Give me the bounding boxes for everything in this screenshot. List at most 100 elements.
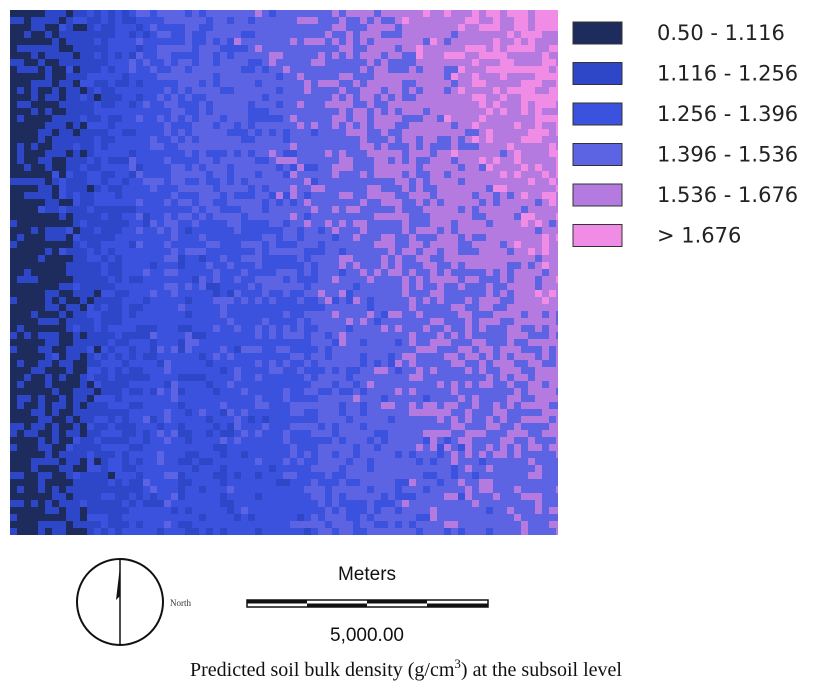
raster-cell: [283, 395, 290, 402]
raster-cell: [164, 220, 171, 227]
raster-cell: [556, 185, 558, 192]
raster-cell: [528, 164, 535, 171]
raster-cell: [17, 192, 24, 199]
raster-cell: [388, 136, 395, 143]
raster-cell: [115, 395, 122, 402]
raster-cell: [549, 360, 556, 367]
raster-cell: [479, 94, 486, 101]
raster-cell: [507, 94, 514, 101]
raster-cell: [451, 87, 458, 94]
raster-cell: [360, 486, 367, 493]
raster-cell: [402, 346, 409, 353]
raster-cell: [38, 269, 45, 276]
raster-cell: [206, 143, 213, 150]
raster-cell: [276, 38, 283, 45]
raster-cell: [507, 353, 514, 360]
raster-cell: [381, 276, 388, 283]
raster-cell: [486, 283, 493, 290]
raster-cell: [171, 220, 178, 227]
raster-cell: [346, 353, 353, 360]
raster-cell: [381, 31, 388, 38]
raster-cell: [52, 80, 59, 87]
raster-cell: [374, 31, 381, 38]
raster-cell: [430, 332, 437, 339]
raster-cell: [17, 45, 24, 52]
raster-cell: [171, 290, 178, 297]
raster-cell: [416, 129, 423, 136]
raster-cell: [381, 115, 388, 122]
raster-cell: [66, 360, 73, 367]
raster-cell: [122, 178, 129, 185]
raster-cell: [451, 241, 458, 248]
raster-cell: [332, 374, 339, 381]
raster-cell: [514, 108, 521, 115]
raster-cell: [164, 213, 171, 220]
raster-cell: [325, 374, 332, 381]
raster-cell: [367, 10, 374, 17]
raster-cell: [276, 136, 283, 143]
raster-cell: [276, 185, 283, 192]
raster-cell: [514, 213, 521, 220]
raster-cell: [556, 304, 558, 311]
raster-cell: [311, 31, 318, 38]
raster-cell: [164, 360, 171, 367]
raster-cell: [290, 94, 297, 101]
raster-cell: [444, 213, 451, 220]
raster-cell: [318, 234, 325, 241]
raster-cell: [416, 332, 423, 339]
raster-cell: [262, 234, 269, 241]
raster-cell: [332, 143, 339, 150]
raster-cell: [66, 157, 73, 164]
raster-cell: [549, 143, 556, 150]
raster-cell: [290, 269, 297, 276]
raster-cell: [157, 423, 164, 430]
raster-cell: [31, 458, 38, 465]
raster-cell: [45, 87, 52, 94]
raster-cell: [409, 500, 416, 507]
raster-cell: [507, 444, 514, 451]
raster-cell: [136, 10, 143, 17]
raster-cell: [458, 227, 465, 234]
raster-cell: [52, 87, 59, 94]
raster-cell: [486, 59, 493, 66]
raster-cell: [297, 297, 304, 304]
raster-cell: [479, 178, 486, 185]
raster-cell: [304, 66, 311, 73]
raster-cell: [339, 276, 346, 283]
raster-cell: [507, 101, 514, 108]
raster-cell: [66, 318, 73, 325]
raster-cell: [388, 87, 395, 94]
raster-cell: [416, 346, 423, 353]
raster-cell: [332, 164, 339, 171]
raster-cell: [115, 409, 122, 416]
raster-cell: [388, 206, 395, 213]
raster-cell: [542, 500, 549, 507]
raster-cell: [458, 297, 465, 304]
raster-cell: [388, 458, 395, 465]
raster-cell: [38, 528, 45, 535]
raster-cell: [10, 283, 17, 290]
raster-cell: [297, 136, 304, 143]
raster-cell: [521, 52, 528, 59]
raster-cell: [101, 311, 108, 318]
raster-cell: [31, 339, 38, 346]
raster-cell: [493, 136, 500, 143]
raster-cell: [129, 479, 136, 486]
raster-cell: [269, 241, 276, 248]
raster-cell: [437, 297, 444, 304]
raster-cell: [59, 423, 66, 430]
raster-cell: [59, 122, 66, 129]
raster-cell: [451, 318, 458, 325]
raster-cell: [227, 500, 234, 507]
raster-cell: [269, 213, 276, 220]
raster-cell: [409, 94, 416, 101]
raster-cell: [59, 31, 66, 38]
raster-cell: [493, 262, 500, 269]
raster-cell: [66, 206, 73, 213]
raster-cell: [17, 472, 24, 479]
raster-cell: [101, 465, 108, 472]
raster-cell: [325, 311, 332, 318]
raster-cell: [346, 402, 353, 409]
raster-cell: [444, 38, 451, 45]
raster-cell: [262, 136, 269, 143]
